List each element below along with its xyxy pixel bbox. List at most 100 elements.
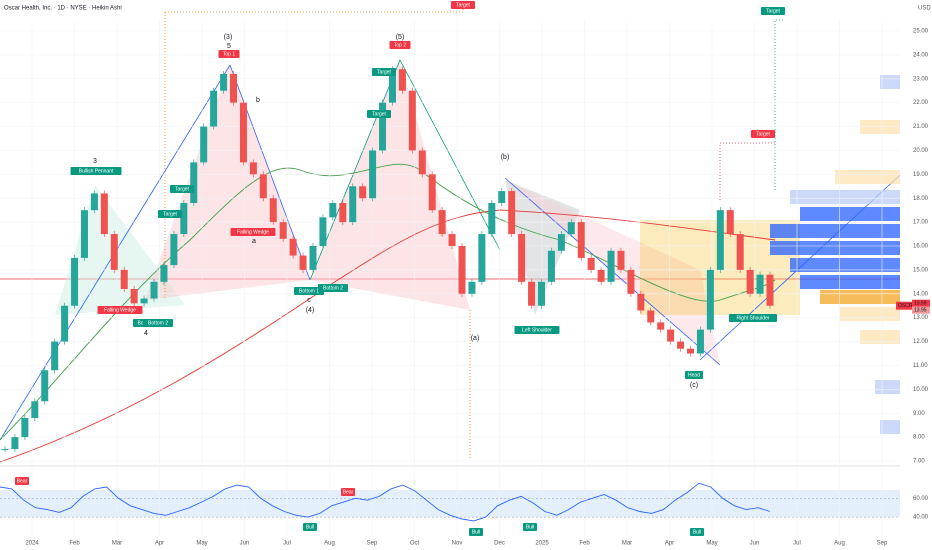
y-tick-label: 14.00 [913, 291, 929, 297]
candle [339, 203, 347, 223]
candle [547, 250, 555, 282]
annotation-box [367, 110, 391, 118]
rsi-label-box [15, 477, 29, 485]
candle [597, 269, 605, 282]
y-tick-label: 23.00 [913, 76, 929, 82]
candle [279, 222, 287, 239]
candle [488, 203, 496, 235]
annotation: Top 1 [223, 51, 235, 57]
rsi-line [0, 482, 771, 522]
candle [120, 269, 128, 289]
candle [90, 193, 98, 211]
annotation-box [685, 371, 703, 379]
candle [468, 281, 476, 294]
y-tick-label: 10.00 [913, 387, 929, 393]
candle [557, 234, 565, 251]
trend-line [399, 59, 501, 251]
annotation-box [729, 314, 777, 322]
candle [408, 90, 416, 151]
x-tick-label: Apr [155, 541, 164, 547]
annotation: Target [163, 211, 178, 217]
annotation-box [158, 210, 182, 218]
rsi-tick-label: 60.00 [913, 496, 929, 502]
y-tick-label: 20.00 [913, 148, 929, 154]
annotation: 3 [93, 158, 97, 165]
candle [110, 234, 118, 270]
annotation-box [97, 306, 143, 314]
annotation-box [170, 185, 194, 193]
price-tag [912, 306, 930, 314]
candle [21, 418, 29, 438]
chart-title: Oscar Health, Inc. · 1D · NYSE · Heikin … [4, 6, 122, 12]
annotation: Right Shoulder [736, 315, 769, 321]
candle [160, 265, 168, 282]
price-tag-label: 13.59 [914, 301, 927, 307]
rsi-label-box [690, 528, 704, 536]
y-tick-label: 25.00 [913, 29, 929, 35]
annotation: b [256, 97, 260, 104]
candle [667, 329, 675, 342]
annotation: Target [175, 186, 190, 192]
candle [726, 210, 734, 235]
y-tick-label: 16.00 [913, 244, 929, 250]
candle [696, 329, 704, 354]
y-tick-label: 17.00 [913, 220, 929, 226]
annotation-box [372, 68, 396, 76]
annotation: Bottom 1 [299, 288, 319, 294]
candle [359, 186, 367, 199]
pattern-pink [310, 60, 470, 310]
candle [51, 341, 59, 371]
rsi-label-box [341, 488, 355, 496]
candle [100, 193, 108, 235]
candle [567, 222, 575, 235]
candle [746, 269, 754, 294]
annotation: Target [766, 8, 781, 14]
candle [319, 217, 327, 246]
candle [687, 348, 695, 354]
candle [289, 238, 297, 256]
candle [150, 281, 158, 299]
y-tick-label: 21.00 [913, 124, 929, 130]
y-tick-label: 19.00 [913, 172, 929, 178]
x-tick-label: 2024 [25, 541, 39, 547]
x-tick-label: Jul [283, 541, 291, 547]
candle [458, 246, 466, 294]
volume-profile [770, 75, 900, 434]
candle [528, 281, 536, 306]
x-tick-label: Jun [240, 541, 250, 547]
candle [249, 162, 257, 175]
annotation: a [252, 238, 256, 245]
annotation: (c) [690, 382, 698, 389]
candle [369, 150, 377, 199]
x-tick-label: May [196, 541, 207, 547]
annotation: (3) [224, 34, 233, 41]
candle [259, 174, 267, 199]
annotation-box [451, 1, 475, 9]
moving-average [0, 209, 776, 463]
candle [269, 198, 277, 223]
annotation-box [143, 319, 173, 327]
candle [736, 234, 744, 270]
price-tag-label: OSCR [898, 303, 913, 309]
annotation-box [218, 50, 240, 58]
candle [190, 162, 198, 203]
candle [1, 449, 9, 451]
price-tag-label: 13.95 [914, 308, 927, 314]
x-tick-label: 2025 [535, 541, 549, 547]
annotation: (4) [306, 307, 315, 314]
candle [398, 69, 406, 91]
y-tick-label: 22.00 [913, 100, 929, 106]
annotation: Target [377, 69, 392, 75]
candle [577, 222, 585, 258]
x-tick-label: Aug [834, 541, 845, 547]
candle [518, 234, 526, 282]
candle [627, 269, 635, 294]
annotation-box [230, 228, 276, 236]
y-tick-label: 11.00 [913, 363, 928, 369]
candle [388, 69, 396, 103]
candle [756, 274, 764, 294]
currency: USD [918, 6, 931, 12]
annotation: Bullish Pennant [79, 168, 114, 174]
pattern-gray [505, 180, 580, 315]
rsi-label-box [303, 523, 317, 531]
